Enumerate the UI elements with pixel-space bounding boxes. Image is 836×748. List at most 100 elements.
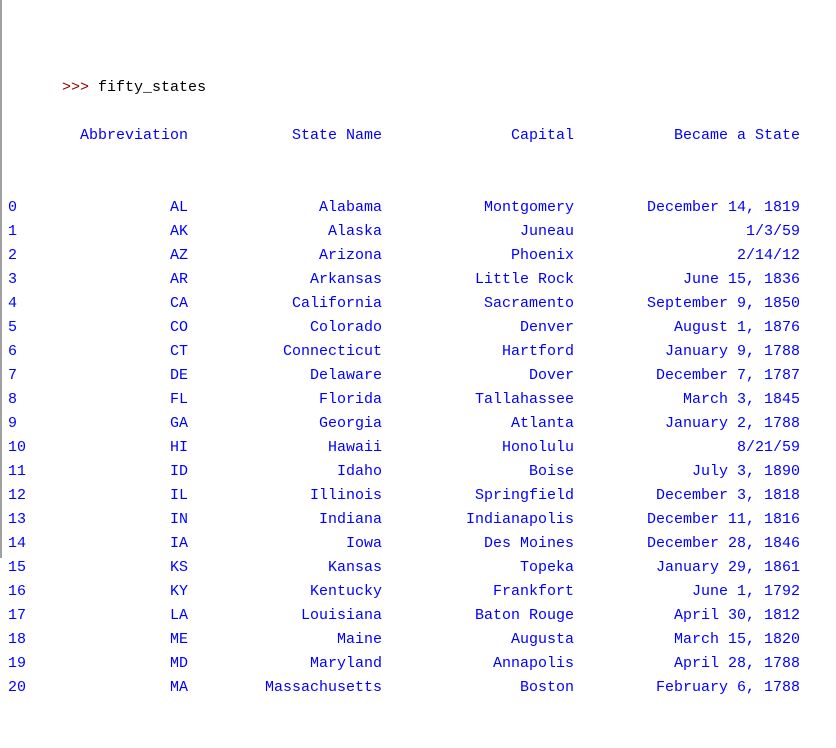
cell-state-name: Hawaii	[327, 439, 382, 456]
cell-capital: Honolulu	[501, 439, 574, 456]
table-row: 8 FL Florida Tallahassee March 3, 1845	[8, 388, 828, 412]
cell-became-a-state: December 11, 1816	[646, 511, 800, 528]
cell-abbreviation: MD	[169, 655, 188, 672]
row-index: 13	[8, 511, 27, 528]
row-index: 7	[8, 367, 18, 384]
cell-capital: Denver	[519, 319, 574, 336]
cell-abbreviation: CT	[169, 343, 188, 360]
cell-state-name: Kentucky	[309, 583, 382, 600]
cell-state-name: Arkansas	[309, 271, 382, 288]
cell-state-name: Kansas	[327, 559, 382, 576]
table-row: 0 AL Alabama Montgomery December 14, 1819	[8, 196, 828, 220]
console-command: fifty_states	[98, 79, 207, 96]
cell-abbreviation: IA	[169, 535, 188, 552]
cell-state-name: Louisiana	[300, 607, 382, 624]
column-header-became-a-state: Became a State	[673, 127, 800, 144]
cell-became-a-state: April 30, 1812	[673, 607, 800, 624]
cell-state-name: Massachusetts	[264, 679, 382, 696]
cell-abbreviation: MA	[169, 679, 188, 696]
cell-state-name: Arizona	[318, 247, 382, 264]
table-row: 11 ID Idaho Boise July 3, 1890	[8, 460, 828, 484]
cell-became-a-state: January 9, 1788	[664, 343, 800, 360]
cell-state-name: Indiana	[318, 511, 382, 528]
table-row: 1 AK Alaska Juneau 1/3/59	[8, 220, 828, 244]
row-index: 4	[8, 295, 18, 312]
cell-became-a-state: August 1, 1876	[673, 319, 800, 336]
cell-abbreviation: IN	[169, 511, 188, 528]
row-index: 14	[8, 535, 27, 552]
table-row: 20 MA Massachusetts Boston February 6, 1788	[8, 676, 828, 700]
console-window[interactable]: >>> fifty_states Abbreviation State Name…	[0, 0, 836, 696]
cell-capital: Juneau	[519, 223, 574, 240]
cell-abbreviation: AK	[169, 223, 188, 240]
cell-became-a-state: January 29, 1861	[655, 559, 800, 576]
cell-capital: Augusta	[510, 631, 574, 648]
cell-abbreviation: AR	[169, 271, 188, 288]
cell-capital: Annapolis	[492, 655, 574, 672]
console-output: >>> fifty_states Abbreviation State Name…	[8, 4, 828, 748]
cell-abbreviation: AZ	[169, 247, 188, 264]
table-row: 14 IA Iowa Des Moines December 28, 1846	[8, 532, 828, 556]
cell-became-a-state: July 3, 1890	[691, 463, 800, 480]
table-row: 5 CO Colorado Denver August 1, 1876	[8, 316, 828, 340]
row-index: 1	[8, 223, 18, 240]
cell-state-name: Florida	[318, 391, 382, 408]
cell-state-name: Colorado	[309, 319, 382, 336]
cell-state-name: Illinois	[309, 487, 382, 504]
cell-state-name: Delaware	[309, 367, 382, 384]
table-row: 12 IL Illinois Springfield December 3, 1818	[8, 484, 828, 508]
cell-capital: Des Moines	[483, 535, 574, 552]
cell-capital: Boise	[528, 463, 574, 480]
row-index: 5	[8, 319, 18, 336]
row-index: 20	[8, 679, 27, 696]
cell-state-name: Connecticut	[282, 343, 382, 360]
cell-abbreviation: KS	[169, 559, 188, 576]
cell-became-a-state: June 15, 1836	[682, 271, 800, 288]
cell-became-a-state: January 2, 1788	[664, 415, 800, 432]
cell-capital: Atlanta	[510, 415, 574, 432]
cell-became-a-state: 8/21/59	[736, 439, 800, 456]
cell-capital: Hartford	[501, 343, 574, 360]
cell-became-a-state: March 15, 1820	[673, 631, 800, 648]
cell-capital: Baton Rouge	[474, 607, 574, 624]
cell-abbreviation: GA	[169, 415, 188, 432]
cell-became-a-state: June 1, 1792	[691, 583, 800, 600]
cell-state-name: Maryland	[309, 655, 382, 672]
cell-became-a-state: December 3, 1818	[655, 487, 800, 504]
row-index: 11	[8, 463, 27, 480]
table-row: 4 CA California Sacramento September 9, 1850	[8, 292, 828, 316]
table-body: 0 AL Alabama Montgomery December 14, 1819 1 AK…	[8, 196, 828, 700]
cell-abbreviation: FL	[169, 391, 188, 408]
table-row: 18 ME Maine Augusta March 15, 1820	[8, 628, 828, 652]
column-header-abbreviation: Abbreviation	[79, 127, 188, 144]
cell-capital: Indianapolis	[465, 511, 574, 528]
row-index: 9	[8, 415, 18, 432]
cell-became-a-state: 2/14/12	[736, 247, 800, 264]
table-row: 10 HI Hawaii Honolulu 8/21/59	[8, 436, 828, 460]
column-header-capital: Capital	[510, 127, 574, 144]
command-line[interactable]: >>> fifty_states	[8, 52, 828, 96]
row-index: 6	[8, 343, 18, 360]
table-row: 13 IN Indiana Indianapolis December 11, 1816	[8, 508, 828, 532]
cell-abbreviation: ID	[169, 463, 188, 480]
cell-became-a-state: December 7, 1787	[655, 367, 800, 384]
table-row: 19 MD Maryland Annapolis April 28, 1788	[8, 652, 828, 676]
cell-abbreviation: KY	[169, 583, 188, 600]
row-index: 15	[8, 559, 27, 576]
cell-capital: Dover	[528, 367, 574, 384]
cell-capital: Phoenix	[510, 247, 574, 264]
row-index: 16	[8, 583, 27, 600]
cell-capital: Topeka	[519, 559, 574, 576]
cell-became-a-state: February 6, 1788	[655, 679, 800, 696]
table-header: Abbreviation State Name Capital Became a…	[8, 124, 828, 148]
cell-abbreviation: AL	[169, 199, 188, 216]
table-row: 3 AR Arkansas Little Rock June 15, 1836	[8, 268, 828, 292]
row-index: 17	[8, 607, 27, 624]
cell-became-a-state: December 28, 1846	[646, 535, 800, 552]
cell-capital: Montgomery	[483, 199, 574, 216]
row-index: 2	[8, 247, 18, 264]
table-row: 7 DE Delaware Dover December 7, 1787	[8, 364, 828, 388]
row-index: 12	[8, 487, 27, 504]
cell-abbreviation: LA	[169, 607, 188, 624]
cell-state-name: Alaska	[327, 223, 382, 240]
